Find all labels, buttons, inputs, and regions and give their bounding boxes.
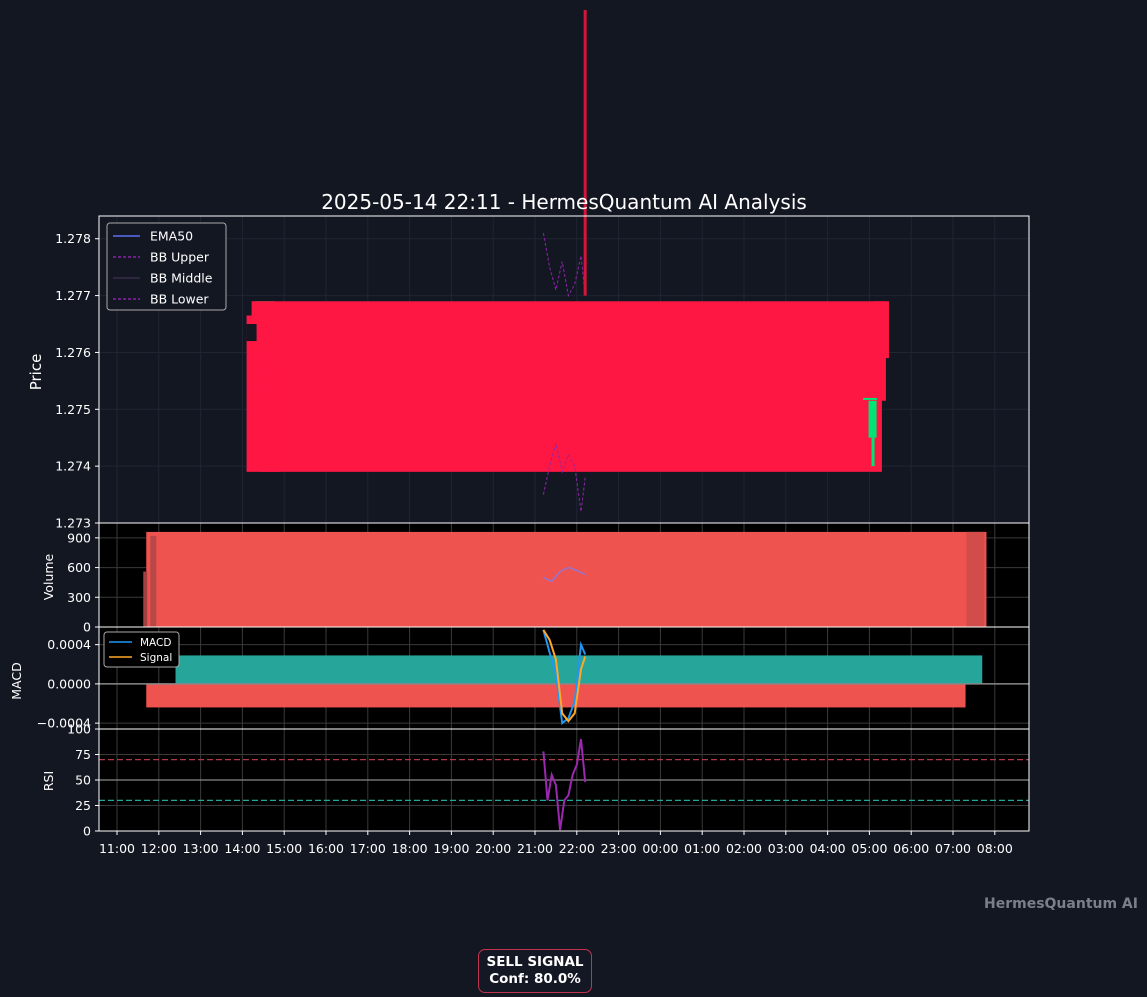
y-axis-label-price: Price [27, 354, 45, 391]
legend-label: BB Upper [150, 250, 210, 265]
x-tick-label: 08:00 [977, 841, 1013, 856]
y-tick-label: 1.273 [55, 516, 91, 531]
x-tick-label: 13:00 [183, 841, 219, 856]
x-tick-label: 04:00 [810, 841, 846, 856]
x-tick-label: 02:00 [726, 841, 762, 856]
y-tick-label: 0.0000 [47, 676, 91, 691]
chart-title: 2025-05-14 22:11 - HermesQuantum AI Anal… [321, 190, 807, 214]
y-tick-label: 600 [67, 560, 91, 575]
y-tick-label: 1.278 [55, 231, 91, 246]
volume-bar-edge [150, 536, 156, 627]
y-tick-label: 1.274 [55, 459, 91, 474]
x-tick-label: 15:00 [266, 841, 302, 856]
x-tick-label: 00:00 [642, 841, 678, 856]
y-tick-label: 900 [67, 530, 91, 545]
x-tick-label: 07:00 [935, 841, 971, 856]
signal-confidence: Conf: 80.0% [479, 971, 591, 988]
up-candle-wick [872, 438, 875, 466]
y-axis-label-macd: MACD [9, 662, 24, 699]
legend-label: BB Middle [150, 271, 213, 286]
macd-histogram-negative [146, 684, 965, 708]
sell-signal-badge: SELL SIGNAL Conf: 80.0% [478, 949, 592, 993]
down-candle-block [252, 301, 889, 358]
y-tick-label: 50 [75, 773, 91, 788]
down-candle-step [261, 375, 281, 472]
legend-label: MACD [140, 637, 171, 649]
down-candle-edge [874, 301, 886, 400]
y-tick-label: 0 [83, 824, 91, 839]
x-tick-label: 22:00 [559, 841, 595, 856]
x-tick-label: 21:00 [517, 841, 553, 856]
volume-bar-edge [966, 532, 984, 627]
legend-label: EMA50 [150, 229, 193, 244]
y-tick-label: 300 [67, 590, 91, 605]
x-tick-label: 12:00 [141, 841, 177, 856]
y-tick-label: 1.277 [55, 288, 91, 303]
up-candle-tick [863, 398, 877, 400]
x-tick-label: 17:00 [350, 841, 386, 856]
legend-label: Signal [140, 652, 172, 664]
x-tick-label: 03:00 [768, 841, 804, 856]
y-tick-label: 0.0004 [47, 637, 91, 652]
x-tick-label: 23:00 [601, 841, 637, 856]
volume-bar-edge [143, 572, 147, 627]
x-tick-label: 19:00 [433, 841, 469, 856]
y-tick-label: 100 [67, 722, 91, 737]
y-tick-label: 75 [75, 747, 91, 762]
x-tick-label: 01:00 [684, 841, 720, 856]
volume-bars [146, 532, 986, 627]
x-tick-label: 06:00 [893, 841, 929, 856]
y-tick-label: 1.276 [55, 345, 91, 360]
x-tick-label: 20:00 [475, 841, 511, 856]
x-tick-label: 18:00 [392, 841, 428, 856]
price-legend: EMA50 BB Upper BB Middle BB Lower [107, 223, 226, 310]
x-tick-label: 05:00 [851, 841, 887, 856]
legend-label: BB Lower [150, 292, 209, 307]
x-tick-label: 14:00 [224, 841, 260, 856]
y-axis-label-rsi: RSI [41, 771, 56, 791]
candle-notch [247, 324, 257, 341]
signal-label: SELL SIGNAL [479, 954, 591, 971]
macd-legend: MACD Signal [104, 632, 179, 667]
y-axis-label-volume: Volume [41, 553, 56, 600]
up-candle [869, 401, 877, 438]
y-tick-label: 0 [83, 620, 91, 635]
y-tick-label: 25 [75, 798, 91, 813]
watermark: HermesQuantum AI [984, 896, 1138, 912]
y-tick-label: 1.275 [55, 402, 91, 417]
x-tick-label: 11:00 [99, 841, 135, 856]
x-tick-label: 16:00 [308, 841, 344, 856]
